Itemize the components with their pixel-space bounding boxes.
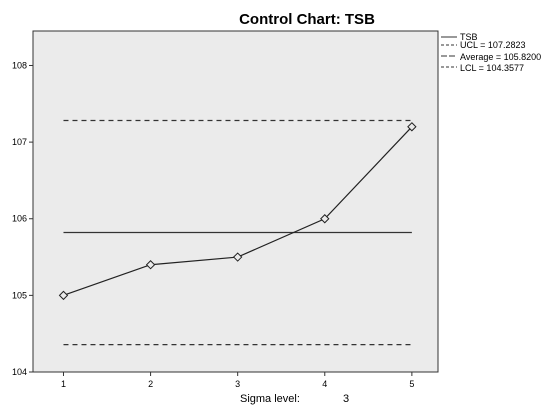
data-point-3 <box>232 252 243 262</box>
x-tick-label-1: 1 <box>61 379 66 389</box>
y-axis: 104 105 106 107 108 <box>12 60 33 377</box>
sigma-level-value: 3 <box>343 393 349 405</box>
legend-label-ucl: UCL = 107.2823 <box>460 40 525 50</box>
x-tick-label-4: 4 <box>322 379 327 389</box>
legend-label-tsb: TSB <box>460 32 478 42</box>
sigma-level-label: Sigma level: <box>240 393 300 405</box>
data-point-5 <box>407 122 417 132</box>
x-tick-label-2: 2 <box>148 379 153 389</box>
legend-label-lcl: LCL = 104.3577 <box>460 63 524 73</box>
x-axis: 1 2 3 4 5 <box>61 372 414 389</box>
sigma-footer: Sigma level: 3 <box>240 393 349 405</box>
y-tick-label-104: 104 <box>12 367 27 377</box>
data-point-4 <box>320 214 330 224</box>
y-tick-label-105: 105 <box>12 290 27 300</box>
y-tick-label-106: 106 <box>12 214 27 224</box>
y-tick-label-107: 107 <box>12 137 27 147</box>
plot-area <box>32 30 439 373</box>
x-tick-label-5: 5 <box>409 379 414 389</box>
data-point-1 <box>58 290 69 301</box>
legend: TSB UCL = 107.2823 Average = 105.8200 LC… <box>441 32 541 73</box>
chart-title: Control Chart: TSB <box>239 11 375 28</box>
control-lines <box>63 119 412 346</box>
x-tick-label-3: 3 <box>235 379 240 389</box>
y-tick-label-108: 108 <box>12 60 27 70</box>
series-tsb <box>58 122 417 301</box>
data-point-2 <box>145 260 156 270</box>
legend-label-average: Average = 105.8200 <box>460 52 541 62</box>
